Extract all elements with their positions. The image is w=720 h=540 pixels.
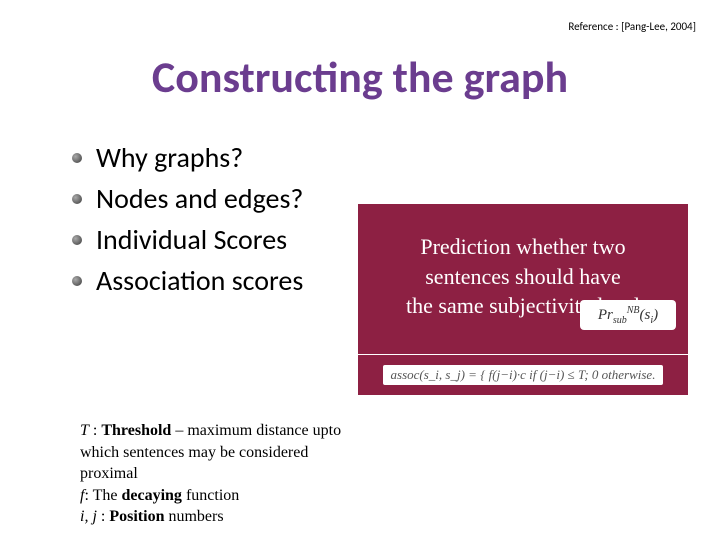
list-item: Association scores [72, 263, 303, 298]
bullet-label: Individual Scores [96, 222, 287, 257]
note-line: i, j : Position numbers [80, 506, 420, 528]
bullet-icon [72, 153, 82, 163]
assoc-formula: assoc(s_i, s_j) = { f(j−i)·c if (j−i) ≤ … [383, 365, 664, 385]
note-line: T : Threshold – maximum distance upto [80, 420, 420, 442]
note-line: proximal [80, 463, 420, 485]
bullet-label: Nodes and edges? [96, 181, 303, 216]
callout-line: Prediction whether two [358, 232, 688, 262]
list-item: Individual Scores [72, 222, 303, 257]
list-item: Why graphs? [72, 140, 303, 175]
bullet-label: Association scores [96, 263, 303, 298]
notes-block: T : Threshold – maximum distance upto wh… [80, 420, 420, 528]
note-line: f: The decaying function [80, 485, 420, 507]
callout-line: sentences should have [358, 262, 688, 292]
page-title: Constructing the graph [0, 50, 720, 104]
note-line: which sentences may be considered [80, 442, 420, 464]
bullet-list: Why graphs? Nodes and edges? Individual … [72, 140, 303, 304]
bullet-icon [72, 276, 82, 286]
list-item: Nodes and edges? [72, 181, 303, 216]
bullet-label: Why graphs? [96, 140, 243, 175]
bullet-icon [72, 235, 82, 245]
formula-badge: PrsubNB(si) [580, 300, 676, 330]
bullet-icon [72, 194, 82, 204]
formula-text: PrsubNB(si) [598, 305, 658, 326]
reference-text: Reference : [Pang-Lee, 2004] [568, 20, 696, 33]
callout-box: Prediction whether two sentences should … [358, 204, 688, 354]
assoc-formula-bar: assoc(s_i, s_j) = { f(j−i)·c if (j−i) ≤ … [358, 355, 688, 395]
